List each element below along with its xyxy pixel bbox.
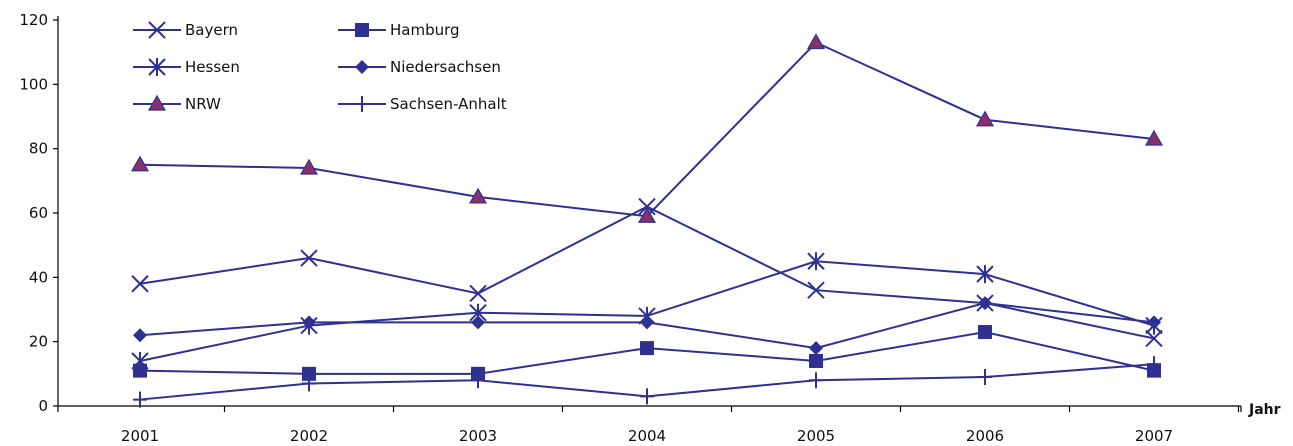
data-point-sachsen-anhalt (1147, 356, 1161, 373)
data-point-bayern (807, 281, 825, 299)
legend-label: Sachsen-Anhalt (390, 95, 507, 113)
legend-item-hamburg: Hamburg (338, 21, 460, 39)
data-point-hamburg (978, 325, 992, 340)
data-point-hessen (131, 351, 149, 370)
data-point-nrw (130, 155, 150, 172)
x-tick-label: 2001 (121, 427, 159, 445)
x-tick-label: 2004 (628, 427, 666, 445)
data-point-hessen (976, 265, 994, 284)
data-point-nrw (637, 207, 657, 223)
data-point-hamburg (133, 363, 147, 378)
data-point-nrw (468, 187, 488, 204)
data-point-niedersachsen (471, 315, 485, 330)
data-point-niedersachsen (1147, 315, 1161, 330)
y-tick-label: 120 (19, 11, 48, 29)
data-point-hessen (807, 252, 825, 271)
legend-plus-icon (355, 96, 369, 112)
series-layer (130, 33, 1164, 408)
data-point-bayern (469, 284, 487, 303)
data-point-bayern (1145, 329, 1163, 348)
y-tick-label: 80 (29, 140, 48, 158)
data-point-nrw (1144, 129, 1164, 146)
data-point-hamburg (302, 366, 316, 381)
data-point-niedersachsen (978, 296, 992, 311)
legend-label: Hamburg (390, 21, 460, 39)
data-point-bayern (300, 249, 318, 267)
data-point-niedersachsen (133, 328, 147, 343)
x-tick-label: 2006 (966, 427, 1004, 445)
data-point-niedersachsen (640, 315, 654, 330)
data-point-hamburg (809, 353, 823, 368)
data-point-sachsen-anhalt (809, 372, 823, 389)
legend-triangle-icon (147, 94, 167, 111)
legend-label: Niedersachsen (390, 58, 501, 76)
y-tick-label: 40 (29, 268, 48, 286)
data-point-sachsen-anhalt (133, 391, 147, 408)
data-point-sachsen-anhalt (471, 372, 485, 389)
x-tick-label: 2002 (290, 427, 328, 445)
y-tick-label: 0 (38, 397, 48, 415)
series-nrw (130, 33, 1164, 223)
y-tick-label: 20 (29, 333, 48, 351)
series-sachsen-anhalt (133, 356, 1161, 408)
legend-label: Bayern (185, 21, 238, 39)
series-niedersachsen (133, 296, 1161, 356)
legend-diamond-icon (355, 60, 369, 74)
data-point-niedersachsen (302, 315, 316, 330)
legend-item-hessen: Hessen (133, 58, 240, 76)
data-point-nrw (299, 158, 319, 175)
legend-x-icon (148, 21, 166, 39)
y-tick-label: 60 (29, 204, 48, 222)
x-tick-label: 2005 (797, 427, 835, 445)
legend-asterisk-icon (148, 58, 166, 76)
data-point-nrw (806, 33, 826, 50)
data-point-nrw (975, 110, 995, 127)
legend-label: Hessen (185, 58, 240, 76)
data-point-sachsen-anhalt (978, 369, 992, 386)
y-axis: 0 20 40 60 80 100 120 (19, 11, 59, 415)
data-point-niedersachsen (809, 341, 823, 356)
legend-label: NRW (185, 95, 221, 113)
data-point-bayern (131, 275, 149, 293)
legend-item-sachsen-anhalt: Sachsen-Anhalt (338, 95, 507, 113)
legend-square-icon (355, 23, 369, 37)
legend: Bayern Hamburg Hessen Niedersachsen NRW Sachs… (133, 21, 507, 113)
x-tick-label: 2007 (1135, 427, 1173, 445)
data-point-sachsen-anhalt (640, 388, 654, 405)
data-point-sachsen-anhalt (302, 375, 316, 392)
x-axis: Jahr 2001 2002 2003 2004 2005 2006 2007 (57, 402, 1281, 445)
legend-item-bayern: Bayern (133, 21, 238, 39)
legend-item-niedersachsen: Niedersachsen (338, 58, 501, 76)
x-tick-label: 2003 (459, 427, 497, 445)
y-tick-label: 100 (19, 75, 48, 93)
data-point-hamburg (640, 341, 654, 356)
series-hamburg (133, 325, 1161, 381)
legend-item-nrw: NRW (133, 94, 221, 113)
series-line-nrw (139, 41, 1155, 218)
x-axis-title: Jahr (1248, 402, 1281, 418)
